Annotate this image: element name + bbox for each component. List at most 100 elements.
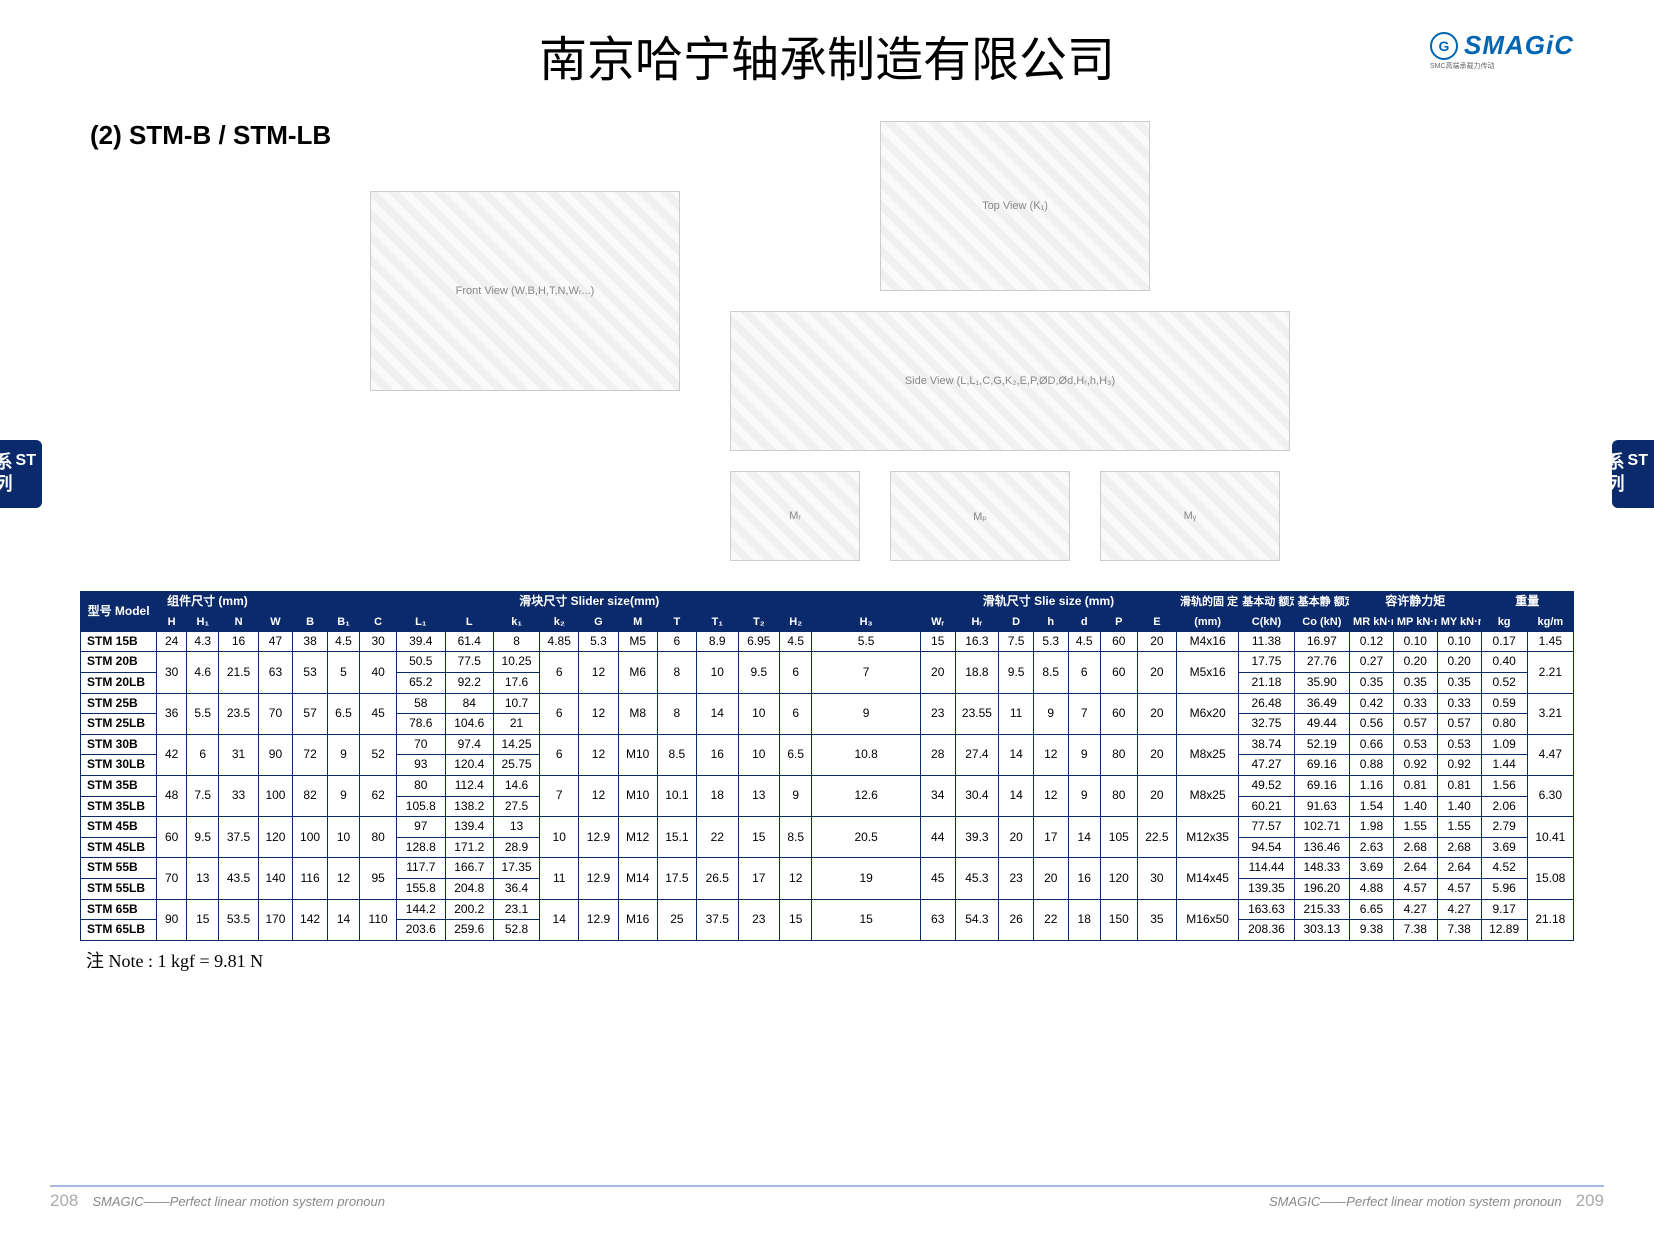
- moment-mp-diagram: Mₚ: [890, 471, 1070, 561]
- data-cell: 60.21: [1239, 796, 1294, 817]
- data-cell: 32.75: [1239, 714, 1294, 735]
- logo-subtitle: SMC高端承载力传动: [1430, 61, 1495, 71]
- data-cell: 208.36: [1239, 920, 1294, 941]
- data-cell: M8x25: [1176, 734, 1238, 775]
- data-cell: 12: [780, 858, 812, 899]
- data-cell: 2.63: [1350, 837, 1394, 858]
- data-cell: 38.74: [1239, 734, 1294, 755]
- data-cell: 14.25: [493, 734, 539, 755]
- data-cell: 10.8: [812, 734, 921, 775]
- data-cell: 11: [999, 693, 1034, 734]
- data-cell: 150: [1100, 899, 1137, 940]
- data-cell: 9: [327, 734, 359, 775]
- data-cell: 9.5: [187, 817, 219, 858]
- data-cell: 72: [293, 734, 328, 775]
- data-cell: 0.17: [1481, 631, 1527, 652]
- data-cell: 78.6: [397, 714, 445, 735]
- hdr-col-23: P: [1100, 612, 1137, 631]
- data-cell: 4.57: [1437, 879, 1481, 900]
- data-cell: 12: [579, 693, 618, 734]
- data-cell: 0.20: [1437, 652, 1481, 673]
- data-cell: 20: [1137, 693, 1176, 734]
- data-cell: 63: [920, 899, 955, 940]
- data-cell: 48: [157, 776, 187, 817]
- data-cell: 50.5: [397, 652, 445, 673]
- data-cell: 25: [657, 899, 696, 940]
- data-cell: 5.3: [1033, 631, 1068, 652]
- data-cell: 6: [1068, 652, 1100, 693]
- data-cell: 6: [187, 734, 219, 775]
- company-title: 南京哈宁轴承制造有限公司: [50, 20, 1604, 90]
- hdr-col-9: k₁: [493, 612, 539, 631]
- side-tab-left: ST系列: [0, 440, 42, 508]
- data-cell: 13: [493, 817, 539, 838]
- data-cell: 36: [157, 693, 187, 734]
- data-cell: 9: [812, 693, 921, 734]
- data-cell: 0.92: [1393, 755, 1437, 776]
- data-cell: 12: [579, 734, 618, 775]
- data-cell: 0.59: [1481, 693, 1527, 714]
- data-cell: 0.42: [1350, 693, 1394, 714]
- data-cell: 1.56: [1481, 776, 1527, 797]
- model-cell: STM 45LB: [81, 837, 157, 858]
- hdr-slider: 滑块尺寸 Slider size(mm): [258, 592, 920, 613]
- data-cell: 7.5: [999, 631, 1034, 652]
- data-cell: 45.3: [955, 858, 999, 899]
- data-cell: 93: [397, 755, 445, 776]
- data-cell: 6: [540, 693, 579, 734]
- data-cell: 52.8: [493, 920, 539, 941]
- hdr-col-28: MR kN·m: [1350, 612, 1394, 631]
- data-cell: M5x16: [1176, 652, 1238, 693]
- data-cell: M4x16: [1176, 631, 1238, 652]
- data-cell: 4.47: [1527, 734, 1573, 775]
- data-cell: 5.96: [1481, 879, 1527, 900]
- data-cell: M12: [618, 817, 657, 858]
- data-cell: 120: [1100, 858, 1137, 899]
- data-cell: 90: [258, 734, 293, 775]
- data-cell: 77.5: [445, 652, 493, 673]
- hdr-stat: 基本静 额定负 荷: [1294, 592, 1349, 613]
- hdr-col-27: Co (kN): [1294, 612, 1349, 631]
- data-cell: 11.38: [1239, 631, 1294, 652]
- data-cell: M14: [618, 858, 657, 899]
- data-cell: 139.35: [1239, 879, 1294, 900]
- data-cell: 2.06: [1481, 796, 1527, 817]
- hdr-col-20: D: [999, 612, 1034, 631]
- note: 注 Note : 1 kgf = 9.81 N: [86, 947, 1604, 973]
- data-cell: 20: [1137, 734, 1176, 775]
- data-cell: 20: [1137, 776, 1176, 817]
- data-cell: 18: [697, 776, 739, 817]
- data-cell: 15.1: [657, 817, 696, 858]
- data-cell: 15: [780, 899, 812, 940]
- data-cell: 12: [1033, 776, 1068, 817]
- data-cell: 62: [360, 776, 397, 817]
- data-cell: 8: [493, 631, 539, 652]
- hdr-col-2: N: [219, 612, 258, 631]
- data-cell: 10.25: [493, 652, 539, 673]
- data-cell: 148.33: [1294, 858, 1349, 879]
- data-cell: M16x50: [1176, 899, 1238, 940]
- data-cell: 37.5: [219, 817, 258, 858]
- section-label: (2) STM-B / STM-LB: [90, 120, 1604, 151]
- data-cell: 9: [1068, 734, 1100, 775]
- technical-diagrams: Front View (W,B,H,T,N,Wᵣ...) Top View (K…: [90, 161, 1564, 581]
- data-cell: 204.8: [445, 879, 493, 900]
- data-cell: 14: [540, 899, 579, 940]
- data-cell: 1.40: [1393, 796, 1437, 817]
- data-cell: 105: [1100, 817, 1137, 858]
- data-cell: 13: [738, 776, 780, 817]
- data-cell: 170: [258, 899, 293, 940]
- logo-text: SMAGiC: [1464, 30, 1574, 61]
- data-cell: 6.65: [1350, 899, 1394, 920]
- model-cell: STM 35LB: [81, 796, 157, 817]
- data-cell: 163.63: [1239, 899, 1294, 920]
- data-cell: 12.9: [579, 858, 618, 899]
- table-row: STM 65B901553.517014214110144.2200.223.1…: [81, 899, 1574, 920]
- data-cell: 0.88: [1350, 755, 1394, 776]
- hdr-col-31: kg: [1481, 612, 1527, 631]
- model-cell: STM 25B: [81, 693, 157, 714]
- data-cell: 8.5: [780, 817, 812, 858]
- data-cell: 42: [157, 734, 187, 775]
- data-cell: 90: [157, 899, 187, 940]
- table-row: STM 30B4263190729527097.414.25612M108.51…: [81, 734, 1574, 755]
